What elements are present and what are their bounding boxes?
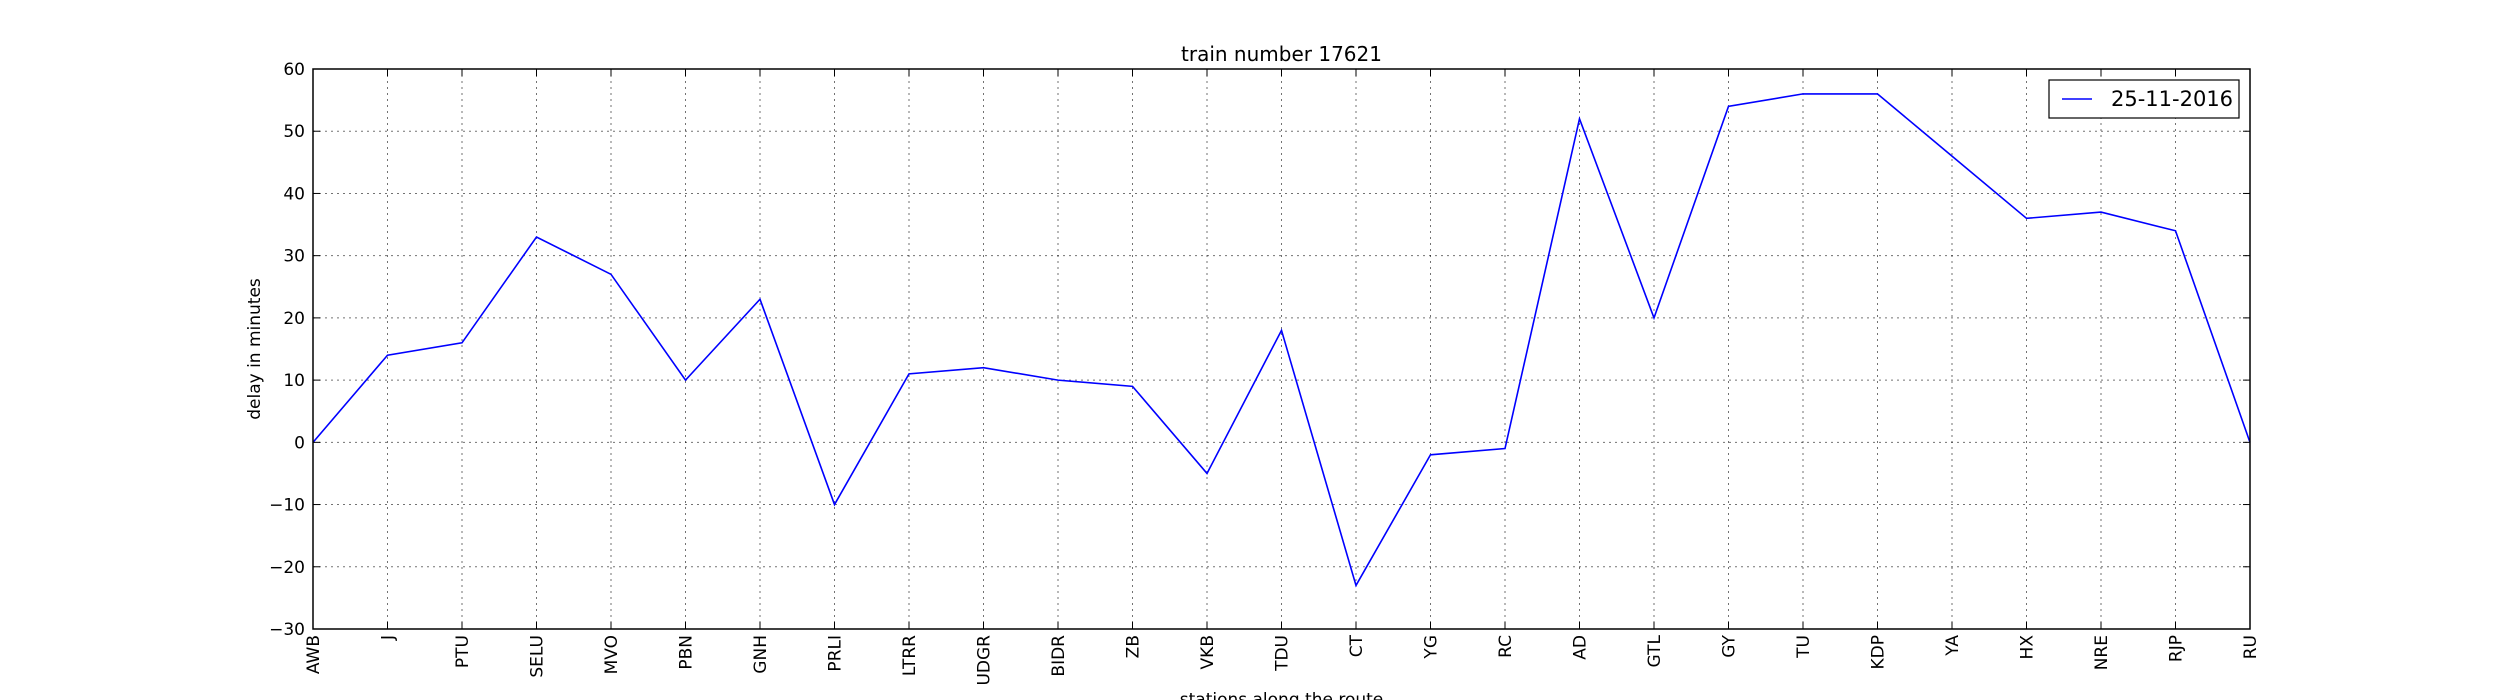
x-tick-label: LTRR: [900, 635, 920, 676]
x-tick-label: TDU: [1273, 635, 1293, 672]
x-tick-label: GTL: [1645, 634, 1665, 667]
y-tick-label: −20: [269, 558, 305, 578]
series-layer: [312, 93, 2251, 588]
x-tick-label: VKB: [1198, 635, 1218, 669]
series-line: [312, 93, 2251, 588]
y-tick-label: 0: [294, 433, 305, 453]
x-tick-label: SELU: [528, 635, 548, 678]
x-tick-label: PTU: [453, 635, 473, 668]
y-tick-label: 60: [283, 60, 305, 80]
x-tick-label: HX: [2018, 635, 2038, 660]
x-tick-label: PRLI: [826, 635, 846, 672]
y-tick-label: 50: [283, 122, 305, 142]
y-tick-label: 10: [283, 371, 305, 391]
x-tick-label: J: [379, 635, 399, 641]
x-tick-label: KDP: [1869, 635, 1889, 670]
legend-label: 25-11-2016: [2111, 87, 2233, 111]
chart-title: train number 17621: [1181, 42, 1382, 66]
axis-ticks: AWB J PTU SELU MVO PBN GNH PRLI LTRR UDGR BIDR ZB VK…: [269, 60, 2261, 686]
x-tick-label: MVO: [602, 635, 622, 674]
x-tick-label: RJP: [2167, 635, 2187, 662]
x-tick-label: RC: [1496, 635, 1516, 658]
x-tick-label: AD: [1571, 635, 1591, 660]
y-tick-label: −10: [269, 496, 305, 516]
x-tick-label: TU: [1794, 635, 1814, 659]
x-tick-label: AWB: [304, 635, 324, 674]
y-tick-label: 20: [283, 309, 305, 329]
x-tick-label: GNH: [751, 635, 771, 674]
y-tick-label: 40: [283, 184, 305, 204]
x-tick-label: BIDR: [1049, 635, 1069, 677]
x-tick-label: UDGR: [975, 635, 995, 686]
x-tick-label: PBN: [677, 635, 697, 670]
x-tick-label: YG: [1422, 635, 1442, 660]
x-tick-label: CT: [1347, 634, 1367, 657]
y-tick-label: −30: [269, 620, 305, 640]
x-tick-label: YA: [1943, 635, 1963, 657]
x-tick-label: GY: [1720, 634, 1740, 657]
y-tick-label: 30: [283, 247, 305, 267]
legend: 25-11-2016: [2048, 79, 2240, 119]
y-axis-label: delay in minutes: [245, 278, 265, 420]
x-tick-label: NRE: [2092, 635, 2112, 670]
x-tick-label: RU: [2241, 635, 2261, 659]
x-axis-label: stations along the route: [1180, 690, 1384, 700]
x-tick-label: ZB: [1124, 635, 1144, 658]
